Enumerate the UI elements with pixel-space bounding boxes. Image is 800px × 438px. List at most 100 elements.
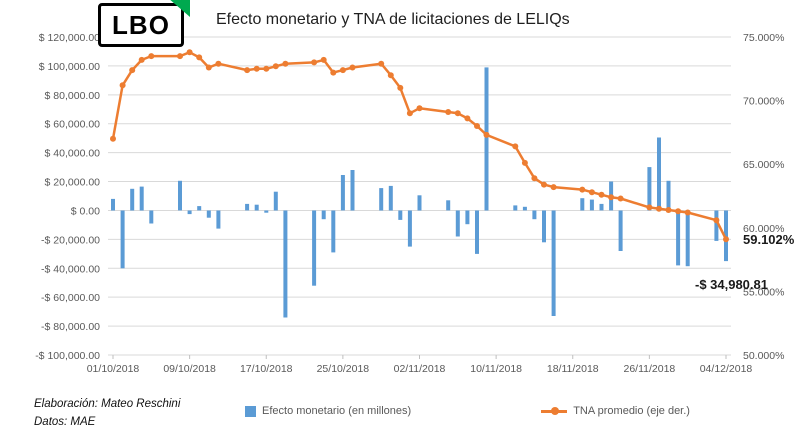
- lbo-logo: LBO: [98, 0, 190, 47]
- x-axis-tick-label: 02/11/2018: [394, 363, 446, 375]
- x-axis-tick-label: 04/12/2018: [700, 363, 753, 375]
- tna-line-marker: [311, 59, 318, 66]
- tna-line-marker: [148, 53, 155, 60]
- tna-line-marker: [713, 217, 720, 224]
- efecto-monetario-bar: [455, 210, 460, 237]
- efecto-monetario-bar: [676, 210, 681, 266]
- tna-line-marker: [196, 54, 203, 61]
- tna-line-marker: [330, 69, 337, 76]
- efecto-monetario-bar: [714, 210, 719, 241]
- credits: Elaboración: Mateo Reschini Datos: MAE: [34, 396, 180, 432]
- tna-line-marker: [263, 65, 270, 72]
- efecto-monetario-bar: [618, 210, 623, 251]
- efecto-monetario-bar: [532, 210, 537, 220]
- left-axis-tick-label: -$ 100,000.00: [35, 350, 100, 362]
- right-axis-tick-label: 55.000%: [743, 286, 784, 298]
- efecto-monetario-bar: [398, 210, 403, 220]
- efecto-monetario-bar: [589, 199, 594, 211]
- bar-series-swatch-icon: [245, 405, 256, 417]
- efecto-monetario-bar: [513, 205, 518, 211]
- tna-line-marker: [464, 115, 471, 122]
- combo-chart-canvas: $ 120,000.00 $ 100,000.00 $ 80,000.00 $ 60,…: [35, 32, 795, 375]
- credit-datos: Datos: MAE: [34, 415, 96, 428]
- tna-line-marker: [406, 110, 413, 117]
- efecto-monetario-bar: [130, 188, 135, 211]
- efecto-monetario-bar: [350, 170, 355, 211]
- tna-line-marker: [397, 84, 404, 91]
- tna-line-marker: [349, 64, 356, 71]
- tna-line-marker: [675, 208, 682, 215]
- tna-line-marker: [608, 194, 615, 201]
- tna-line-marker: [474, 123, 480, 129]
- tna-promedio-line: [111, 51, 728, 240]
- tna-line-marker: [646, 204, 653, 211]
- tna-line-marker: [378, 60, 385, 67]
- efecto-monetario-bar: [273, 191, 278, 211]
- x-axis-tick-label: 18/11/2018: [547, 363, 599, 375]
- efecto-monetario-bar: [446, 200, 451, 211]
- efecto-monetario-bar: [484, 67, 489, 211]
- left-axis-tick-label: $ 80,000.00: [45, 90, 101, 102]
- tna-line-marker: [579, 186, 586, 193]
- efecto-monetario-bar: [111, 198, 115, 211]
- tna-line-marker: [588, 189, 595, 196]
- tna-line-marker: [244, 67, 251, 74]
- tna-line-marker: [177, 53, 183, 60]
- legend-item-efecto-monetario: Efecto monetario (en millones): [245, 405, 411, 417]
- x-axis-tick-label: 09/10/2018: [163, 363, 216, 375]
- efecto-monetario-bar: [685, 210, 690, 267]
- left-axis-tick-label: $ 40,000.00: [45, 148, 101, 160]
- efecto-monetario-bar: [149, 210, 154, 224]
- tna-line-marker: [282, 60, 289, 67]
- tna-line-marker: [598, 191, 605, 198]
- efecto-monetario-bar: [331, 210, 336, 253]
- tna-line-marker: [110, 135, 116, 142]
- left-axis-tick-label: -$ 40,000.00: [41, 263, 100, 275]
- tna-line-marker: [531, 175, 538, 182]
- tna-line-marker: [215, 60, 222, 67]
- efecto-monetario-bar: [340, 175, 345, 211]
- credit-elaboracion: Elaboración: Mateo Reschini: [34, 398, 181, 410]
- tna-line-marker: [387, 72, 394, 79]
- efecto-monetario-bar: [178, 180, 182, 211]
- tna-line-marker: [512, 143, 519, 150]
- x-axis-tick-label: 10/11/2018: [470, 363, 522, 375]
- tna-line-marker: [339, 67, 346, 74]
- legend-item-tna-promedio: TNA promedio (eje der.): [541, 405, 690, 417]
- efecto-monetario-bar: [254, 204, 259, 211]
- line-series-swatch-icon: [541, 407, 568, 415]
- efecto-monetario-bar: [216, 210, 221, 229]
- tna-line-marker: [665, 207, 672, 213]
- efecto-monetario-bar: [724, 210, 728, 262]
- right-axis-tick-label: 60.000%: [743, 223, 784, 235]
- line-series-marker-icon: [551, 407, 560, 415]
- tna-line-marker: [541, 181, 547, 188]
- chart-legend: Efecto monetario (en millones) TNA prome…: [245, 405, 690, 417]
- efecto-monetario-bar: [379, 188, 384, 211]
- tna-line-marker: [656, 205, 662, 212]
- efecto-monetario-bar: [187, 210, 192, 215]
- efecto-monetario-bar: [599, 203, 604, 211]
- efecto-monetario-bar: [139, 186, 144, 211]
- efecto-monetario-bar: [666, 180, 671, 211]
- tna-line-marker: [205, 64, 212, 71]
- left-axis-tick-label: $ 60,000.00: [45, 119, 101, 131]
- efecto-monetario-bar: [312, 210, 317, 286]
- efecto-monetario-bar: [475, 210, 479, 254]
- efecto-monetario-bar: [647, 167, 652, 211]
- tna-line-marker: [129, 67, 136, 74]
- last-bar-value-label: -$ 34,980.81: [695, 277, 768, 292]
- efecto-monetario-bar: [264, 210, 269, 213]
- right-axis-tick-label: 50.000%: [743, 350, 784, 362]
- legend-label-tna-promedio: TNA promedio (eje der.): [573, 405, 690, 417]
- efecto-monetario-bar: [388, 185, 393, 211]
- left-axis-tick-label: $ 0.00: [71, 205, 100, 217]
- x-axis-tick-label: 25/10/2018: [317, 363, 370, 375]
- efecto-monetario-bar: [245, 203, 250, 211]
- left-axis-tick-label: $ 100,000.00: [39, 61, 100, 73]
- left-axis-tick-label: -$ 20,000.00: [41, 234, 100, 246]
- tna-line-marker: [483, 131, 490, 138]
- tna-line-marker: [186, 49, 193, 56]
- chart-title: Efecto monetario y TNA de licitaciones d…: [216, 11, 570, 28]
